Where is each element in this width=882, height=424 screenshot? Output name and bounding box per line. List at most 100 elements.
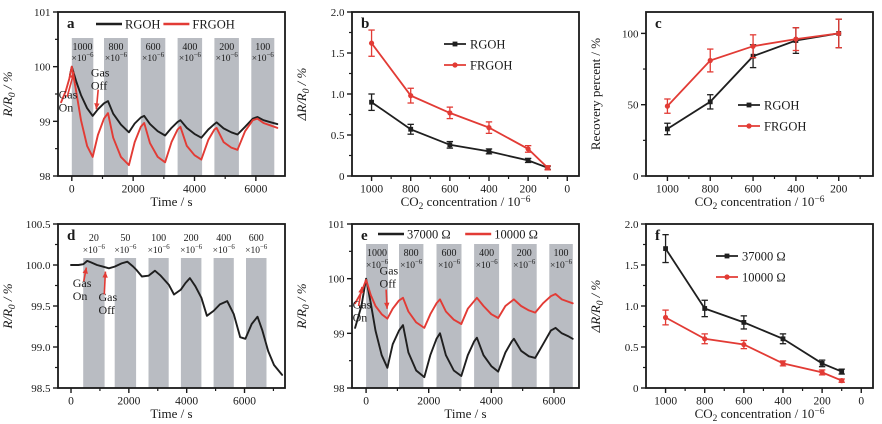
legend-label: FRGOH	[192, 18, 234, 32]
x-tick-label: 2000	[122, 184, 145, 196]
y-tick-label: 1.0	[331, 89, 345, 101]
y-tick-label: 98.5	[31, 383, 51, 395]
band-label-value: 600	[442, 248, 457, 259]
x-tick-label: 200	[813, 396, 831, 408]
y-axis-title: ΔR/R0 / %	[588, 279, 606, 333]
x-tick-label: 600	[735, 396, 753, 408]
x-tick-label: 0	[69, 184, 75, 196]
series-sensor	[70, 259, 284, 376]
band-label-value: 400	[182, 42, 197, 53]
band-labels: 1000×10−6800×10−6600×10−6400×10−6200×10−…	[71, 42, 274, 64]
x-tick-label: 600	[744, 184, 762, 196]
x-tick-label: 400	[480, 184, 498, 196]
band-label-suffix: ×10−6	[245, 244, 268, 256]
y-tick-label: 0	[339, 171, 345, 183]
x-tick-label: 6000	[233, 396, 256, 408]
x-tick-label: 400	[787, 184, 805, 196]
chart-panel-f: 1000 800 600 400 200 0 0 0.5 1.0 1.5 2.0 CO2 concen…	[588, 219, 874, 424]
x-axis-title: Time / s	[444, 406, 486, 421]
band-labels: 20×10−650×10−6100×10−6200×10−6400×10−660…	[83, 233, 268, 256]
legend-label: 10000 Ω	[494, 228, 538, 242]
x-tick-label: 4000	[480, 396, 503, 408]
chart-panel-b: 1000 800 600 400 200 0 0 0.5 1.0 1.5 2.0 CO2 concen…	[294, 7, 580, 212]
band-label-value: 800	[108, 42, 123, 53]
series-37000 Ω	[354, 277, 574, 379]
legend-label: RGOH	[764, 99, 799, 113]
annotation-text: Off	[98, 303, 114, 317]
axis-ticks: 1000 800 600 400 200 0 50 100	[622, 28, 861, 196]
band-label-suffix: ×10−6	[216, 52, 239, 64]
chart-panel-d: 20×10−650×10−6100×10−6200×10−6400×10−660…	[0, 219, 286, 421]
panel-b: 1000 800 600 400 200 0 0 0.5 1.0 1.5 2.0 CO2 concen…	[294, 0, 588, 212]
panel-letter: e	[361, 228, 368, 244]
x-tick-label: 1000	[654, 396, 677, 408]
chart-panel-e: 1000×10−6800×10−6600×10−6400×10−6200×10−…	[294, 219, 580, 421]
series-FRGOH	[664, 18, 842, 114]
y-tick-label: 99.0	[31, 342, 51, 354]
annotation-text: Gas	[73, 276, 92, 290]
x-tick-label: 1000	[360, 184, 383, 196]
chart-panel-c: 1000 800 600 400 200 0 50 100 CO2 concentration …	[588, 11, 874, 212]
series-group	[662, 234, 845, 384]
y-tick-label: 2.0	[625, 219, 639, 231]
band-label-value: 600	[249, 233, 264, 244]
annotation-text: Gas	[98, 290, 117, 304]
band-label-suffix: ×10−6	[513, 259, 536, 271]
annotation-text: Gas	[353, 298, 372, 312]
panel-d: 20 ×10−6 50 ×10−6 100 ×10−6 200 ×10−6 400 ×10−6 60…	[0, 212, 294, 424]
band-label-value: 800	[404, 248, 419, 259]
y-tick-label: 1.5	[331, 48, 345, 60]
axis-ticks: 0 2000 4000 6000 98 99 100 101	[328, 219, 566, 408]
y-tick-label: 100	[328, 274, 345, 286]
y-tick-label: 101	[328, 219, 345, 231]
band-label-suffix: ×10−6	[114, 244, 137, 256]
series-group	[368, 29, 551, 171]
band-label-suffix: ×10−6	[400, 259, 423, 271]
x-tick-label: 1000	[656, 184, 679, 196]
series-37000 Ω	[662, 234, 845, 375]
legend: RGOH FRGOH	[738, 99, 806, 134]
panel-f: 1000 800 600 400 200 0 0 0.5 1.0 1.5 2.0 CO2 concen…	[588, 212, 882, 424]
band-label-suffix: ×10−6	[180, 244, 203, 256]
panel-letter: a	[67, 16, 75, 32]
band-label-suffix: ×10−6	[71, 52, 94, 64]
x-tick-label: 200	[830, 184, 848, 196]
annotation-text: Gas	[91, 66, 110, 80]
legend-label: RGOH	[125, 18, 160, 32]
legend-label: 10000 Ω	[742, 271, 786, 285]
y-tick-label: 2.0	[331, 7, 345, 19]
band-label-suffix: ×10−6	[142, 52, 165, 64]
series-RGOH	[368, 93, 551, 171]
y-axis-title: R/R0 / %	[0, 71, 18, 117]
x-tick-label: 400	[774, 396, 792, 408]
y-tick-label: 0	[633, 171, 639, 183]
y-tick-label: 0	[633, 383, 639, 395]
y-tick-label: 100.5	[26, 219, 51, 231]
panel-letter: b	[361, 16, 369, 32]
plot-frame	[351, 11, 580, 177]
y-tick-label: 99	[334, 328, 346, 340]
x-tick-label: 800	[696, 396, 714, 408]
legend: 37000 Ω 10000 Ω	[716, 250, 786, 285]
x-tick-label: 0	[858, 396, 864, 408]
legend: 37000 Ω 10000 Ω	[378, 228, 538, 242]
legend-label: 37000 Ω	[742, 250, 786, 264]
series-group	[354, 277, 574, 379]
y-axis-title: R/R0 / %	[294, 283, 312, 329]
x-tick-label: 0	[564, 184, 570, 196]
x-tick-label: 800	[402, 184, 420, 196]
legend-label: FRGOH	[470, 59, 512, 73]
y-tick-label: 101	[34, 7, 51, 19]
band-label-value: 1000	[73, 42, 93, 53]
y-tick-label: 98	[334, 383, 346, 395]
annotation-text: On	[59, 100, 74, 114]
panel-a: 1000 ×10−6 800 ×10−6 600 ×10−6 400 ×10−6 200 ×10−…	[0, 0, 294, 212]
x-tick-label: 600	[441, 184, 459, 196]
band-label-value: 20	[89, 233, 99, 244]
x-axis-title: Time / s	[150, 194, 192, 209]
band-labels: 1000×10−6800×10−6600×10−6400×10−6200×10−…	[366, 248, 573, 271]
band-label-value: 100	[255, 42, 270, 53]
band-label-suffix: ×10−6	[366, 259, 389, 271]
x-axis-title: Time / s	[150, 406, 192, 421]
